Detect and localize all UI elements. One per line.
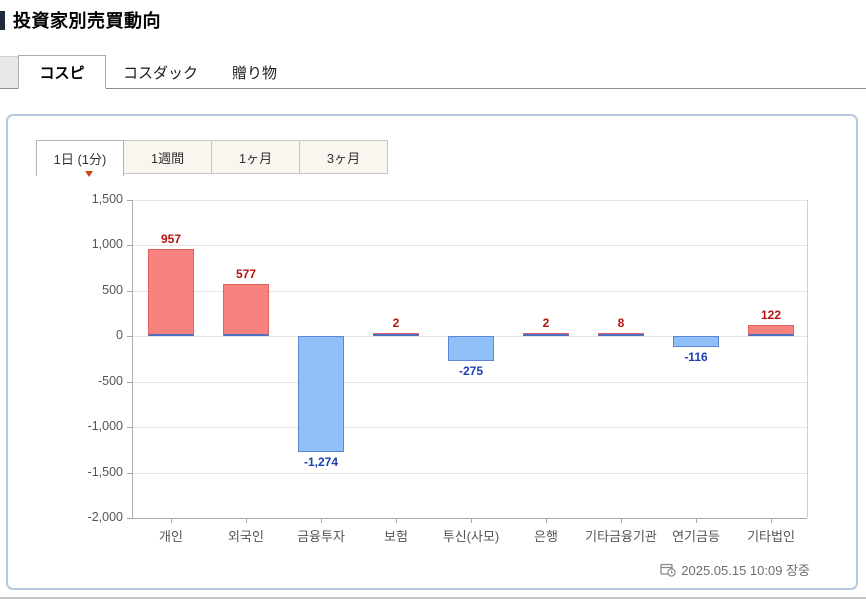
- tab-futures[interactable]: 贈り物: [215, 56, 294, 88]
- y-axis-tick-label: 0: [116, 328, 123, 342]
- active-period-indicator-icon: [85, 171, 94, 177]
- bar-value-label: -275: [458, 364, 484, 378]
- bar-9: [748, 325, 794, 336]
- tab-kosdaq-label: コスダック: [123, 64, 199, 82]
- timestamp: 2025.05.15 10:09 장중: [660, 560, 810, 579]
- category-label: 연기금등: [672, 529, 720, 544]
- tab-kospi[interactable]: コスピ: [18, 55, 106, 89]
- gridline: [133, 382, 807, 383]
- gridline: [133, 473, 807, 474]
- y-axis-tick-label: -1,000: [87, 419, 123, 433]
- calendar-clock-icon: [660, 563, 676, 577]
- x-axis-line: [133, 518, 807, 519]
- x-axis-tick: [696, 518, 697, 523]
- bar-4: [373, 333, 419, 336]
- tab-futures-label: 贈り物: [232, 64, 278, 82]
- bar-value-label: 577: [235, 267, 257, 281]
- plot-area: 1,500 1,000 500 0 -500 -1,000 -1,500 -2,000 957 개…: [88, 192, 808, 544]
- y-axis-tick: [127, 245, 133, 246]
- period-tab-1month-label: 1ヶ月: [238, 150, 273, 166]
- tab-kospi-label: コスピ: [39, 64, 85, 82]
- category-label: 금융투자: [297, 529, 345, 544]
- y-axis-tick: [127, 518, 133, 519]
- bar-value-label: 8: [617, 316, 625, 330]
- category-label: 투신(사모): [442, 529, 500, 544]
- y-axis-tick: [127, 382, 133, 383]
- bar-value-label: 122: [760, 308, 782, 322]
- y-axis-tick: [127, 200, 133, 201]
- bar-5: [448, 336, 494, 361]
- category-label: 은행: [534, 529, 558, 544]
- bar-6: [523, 333, 569, 336]
- x-axis-tick: [771, 518, 772, 523]
- bar-3: [298, 336, 344, 452]
- x-axis-tick: [546, 518, 547, 523]
- period-tab-1day-label: 1日 (1分): [53, 152, 107, 167]
- x-axis-tick: [171, 518, 172, 523]
- period-tab-1week[interactable]: 1週間: [124, 140, 212, 174]
- category-label: 보험: [384, 529, 408, 544]
- x-axis-tick: [246, 518, 247, 523]
- title-accent-bar: [0, 10, 5, 30]
- y-axis-tick-label: 500: [102, 283, 123, 297]
- x-axis-tick: [471, 518, 472, 523]
- period-tab-3month[interactable]: 3ヶ月: [300, 140, 388, 174]
- timestamp-text: 2025.05.15 10:09 장중: [681, 563, 810, 578]
- bar-value-label: 2: [392, 316, 400, 330]
- gridline: [133, 245, 807, 246]
- market-tab-bar: コスピ コスダック 贈り物: [0, 55, 866, 89]
- gridline: [133, 427, 807, 428]
- y-axis-tick-label: 1,500: [91, 192, 123, 206]
- tab-kosdaq[interactable]: コスダック: [106, 56, 215, 88]
- page-title: 投資家別売買動向: [13, 11, 161, 31]
- category-label: 기타법인: [747, 529, 795, 544]
- bar-2: [223, 284, 269, 336]
- bar-value-label: -116: [684, 350, 708, 364]
- y-axis-tick: [127, 473, 133, 474]
- period-tab-1month[interactable]: 1ヶ月: [212, 140, 300, 174]
- chart-panel: 1日 (1分) 1週間 1ヶ月 3ヶ月 1,500 1,000 500 0 -500 -1…: [6, 114, 858, 590]
- category-label: 기타금융기관: [585, 529, 657, 544]
- gridline: [133, 200, 807, 201]
- y-axis-tick: [127, 291, 133, 292]
- bar-value-label: 957: [160, 232, 182, 246]
- bar-1: [148, 249, 194, 336]
- bar-8: [673, 336, 719, 347]
- period-tab-1day[interactable]: 1日 (1分): [36, 140, 124, 177]
- y-axis-tick-label: 1,000: [91, 237, 123, 251]
- y-axis-tick-label: -500: [97, 374, 123, 388]
- x-axis-tick: [321, 518, 322, 523]
- gridline: [133, 291, 807, 292]
- y-axis-tick-label: -2,000: [87, 510, 123, 524]
- x-axis-tick: [621, 518, 622, 523]
- bar-value-label: 2: [542, 316, 550, 330]
- page-bottom-divider: [0, 597, 866, 599]
- page-header: 投資家別売買動向: [0, 7, 161, 33]
- period-tab-bar: 1日 (1分) 1週間 1ヶ月 3ヶ月: [36, 140, 388, 177]
- y-axis-tick: [127, 336, 133, 337]
- x-axis-tick: [396, 518, 397, 523]
- tab-bar-stub: [0, 56, 18, 88]
- category-label: 외국인: [228, 529, 264, 544]
- bar-value-label: -1,274: [303, 455, 339, 469]
- category-label: 개인: [159, 529, 183, 544]
- period-tab-3month-label: 3ヶ月: [326, 150, 361, 166]
- y-axis-tick: [127, 427, 133, 428]
- y-axis-tick-label: -1,500: [87, 465, 123, 479]
- period-tab-1week-label: 1週間: [150, 150, 185, 166]
- bar-7: [598, 333, 644, 336]
